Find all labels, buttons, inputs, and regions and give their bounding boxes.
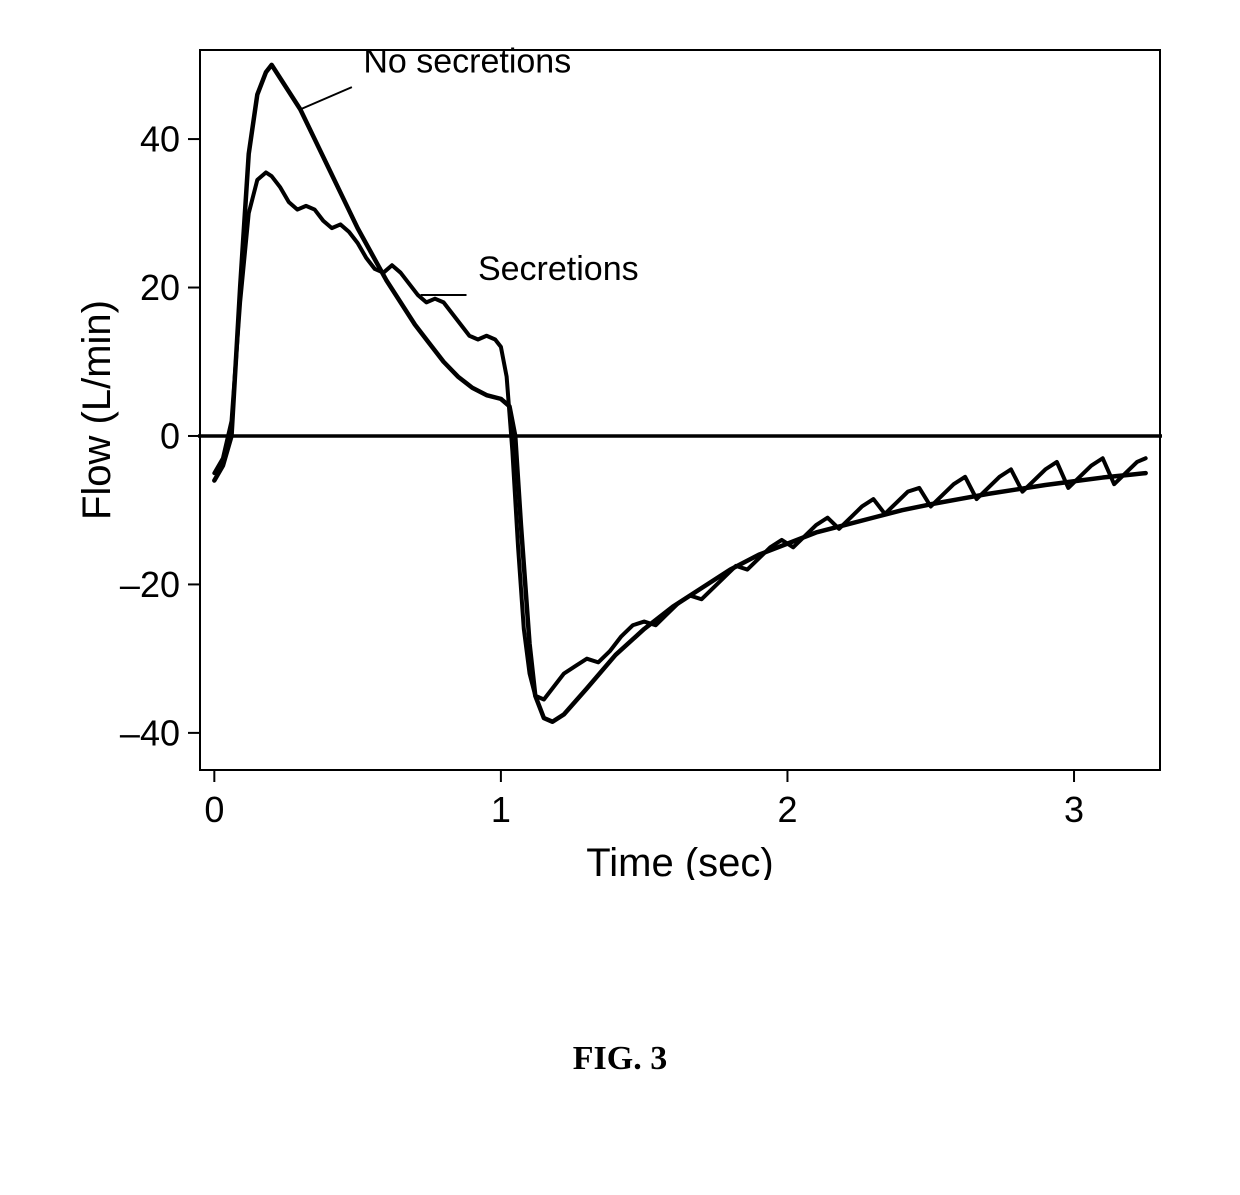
svg-text:Time (sec): Time (sec) — [586, 841, 773, 880]
svg-text:20: 20 — [140, 267, 180, 308]
flow-time-chart: 0 1 2 3 –40 –20 0 20 40 Time (sec) Flow (L/min) No … — [60, 20, 1180, 880]
svg-text:40: 40 — [140, 119, 180, 160]
page: 0 1 2 3 –40 –20 0 20 40 Time (sec) Flow (L/min) No … — [0, 0, 1240, 1195]
svg-text:–20: –20 — [120, 564, 180, 605]
svg-text:No secretions: No secretions — [363, 42, 571, 80]
svg-text:3: 3 — [1064, 789, 1084, 830]
svg-text:1: 1 — [491, 789, 511, 830]
svg-text:2: 2 — [777, 789, 797, 830]
svg-text:Secretions: Secretions — [478, 250, 639, 288]
svg-text:0: 0 — [160, 416, 180, 457]
chart-svg: 0 1 2 3 –40 –20 0 20 40 Time (sec) Flow (L/min) No … — [60, 20, 1180, 880]
svg-text:Flow (L/min): Flow (L/min) — [75, 300, 119, 520]
svg-text:–40: –40 — [120, 712, 180, 753]
svg-text:0: 0 — [204, 789, 224, 830]
figure-caption: FIG. 3 — [0, 1040, 1240, 1078]
